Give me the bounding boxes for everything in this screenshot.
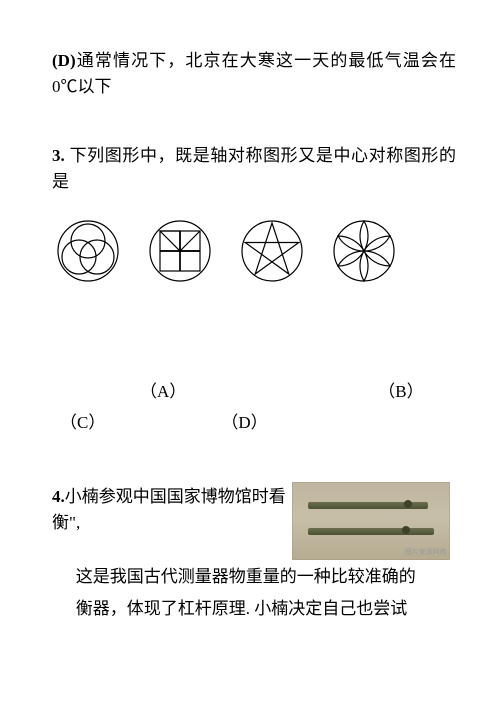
- ruler-bottom: [308, 528, 434, 535]
- figure-a: [56, 219, 120, 283]
- q4-line1: 4.小楠参观中国国家博物馆时看: [52, 484, 286, 510]
- label-a: （A）: [140, 379, 186, 405]
- q4-line3: 衡器，体现了杠杆原理. 小楠决定自己也尝试: [52, 596, 456, 622]
- question-3: 3. 下列图形中，既是轴对称图形又是中心对称图形的是: [52, 143, 456, 196]
- label-b: （B）: [378, 379, 423, 405]
- q3-text: 下列图形中，既是轴对称图形又是中心对称图形的是: [52, 146, 456, 191]
- figure-c: [240, 219, 304, 283]
- q4-line2: 这是我国古代测量器物重量的一种比较准确的: [52, 564, 456, 590]
- q4-line1b: 衡",: [52, 510, 286, 536]
- q3-number: 3.: [52, 146, 65, 165]
- option-d: (D)通常情况下，北京在大寒这一天的最低气温会在 0℃以下: [52, 48, 456, 101]
- question-4-row: 4.小楠参观中国国家博物馆时看 衡", 图片来源网络: [52, 484, 456, 560]
- label-d: （D）: [221, 410, 267, 436]
- ruler-top: [308, 502, 428, 509]
- q4-line1a: 小楠参观中国国家博物馆时看: [65, 487, 286, 506]
- balance-image: 图片来源网络: [292, 482, 450, 560]
- label-c: （C）: [60, 410, 105, 436]
- figure-row: [52, 219, 456, 283]
- figure-d: [332, 219, 396, 283]
- image-watermark: 图片来源网络: [405, 548, 447, 559]
- q4-number: 4.: [52, 487, 65, 506]
- option-d-text: 通常情况下，北京在大寒这一天的最低气温会在 0℃以下: [52, 51, 456, 96]
- figure-b: [148, 219, 212, 283]
- option-d-label: (D): [52, 51, 76, 70]
- answer-labels: （A） （B） （C） （D）: [52, 379, 456, 436]
